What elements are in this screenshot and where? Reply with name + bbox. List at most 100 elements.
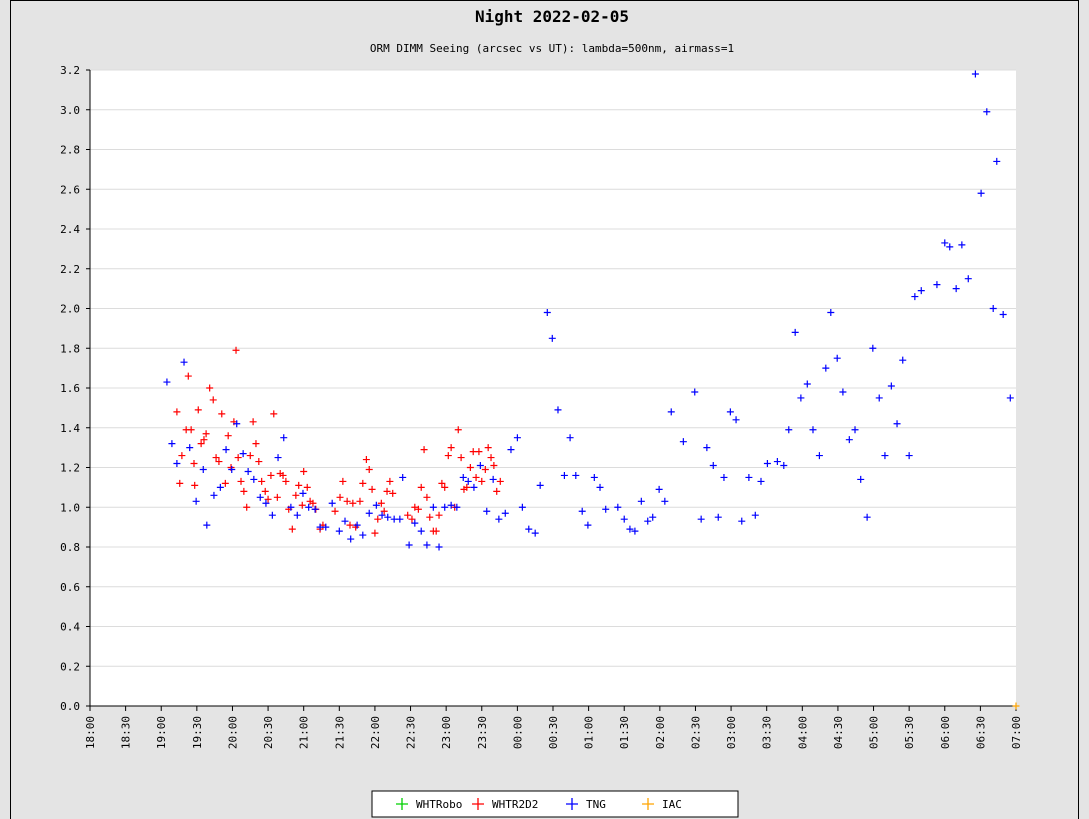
point [237,477,245,485]
point [383,487,391,495]
point [714,513,722,521]
point [163,378,171,386]
point [785,426,793,434]
point [380,507,388,515]
point [216,483,224,491]
x-tick-label: 20:30 [262,716,275,749]
point [180,358,188,366]
point [703,444,711,452]
point [495,515,503,523]
point [887,382,895,390]
point [773,458,781,466]
point [280,434,288,442]
point [483,507,491,515]
point [192,497,200,505]
point [267,471,275,479]
point [438,479,446,487]
point [614,503,622,511]
point [328,499,336,507]
point [435,543,443,551]
point [971,70,979,78]
point [893,420,901,428]
x-tick-label: 05:00 [868,716,881,749]
point [293,511,301,519]
point [246,452,254,460]
point [560,471,568,479]
point [566,434,574,442]
point [941,239,949,247]
point [199,465,207,473]
point [365,509,373,517]
point [305,503,313,511]
point [270,410,278,418]
point [476,462,484,470]
point [353,521,361,529]
point [336,493,344,501]
point [958,241,966,249]
point [453,503,461,511]
point [262,499,270,507]
point [399,473,407,481]
point [620,515,628,523]
point [362,456,370,464]
point [977,189,985,197]
x-tick-label: 03:00 [725,716,738,749]
point [720,473,728,481]
point [726,408,734,416]
point [287,503,295,511]
point [481,465,489,473]
axes: 0.0 0.2 0.4 0.6 0.8 1.0 1.2 1.4 1.6 1.8 2.0 2.2 2.4 2… [60,64,1023,749]
point [490,462,498,470]
point [311,505,319,513]
point [233,420,241,428]
point [295,481,303,489]
point [644,517,652,525]
legend-label: TNG [586,798,606,811]
point [264,495,272,503]
x-tick-label: 18:00 [84,716,97,749]
point [210,491,218,499]
point [797,394,805,402]
point [691,388,699,396]
point [222,446,230,454]
point [292,491,300,499]
point [372,501,380,509]
point [470,483,478,491]
point [780,462,788,470]
point [584,521,592,529]
point [655,485,663,493]
point [206,384,214,392]
point [791,328,799,336]
point [405,541,413,549]
point [168,440,176,448]
point [384,513,392,521]
point [386,477,394,485]
point [548,334,556,342]
x-tick-label: 03:30 [761,716,774,749]
point [190,460,198,468]
point [596,483,604,491]
point [933,281,941,289]
point [274,454,282,462]
x-tick-label: 01:00 [583,716,596,749]
point [221,479,229,487]
point [441,503,449,511]
point [999,310,1007,318]
point [234,454,242,462]
point [249,418,257,426]
point [239,450,247,458]
point [464,477,472,485]
point [1012,702,1020,710]
point [343,497,351,505]
point [745,473,753,481]
point [572,471,580,479]
point [250,475,258,483]
point [309,499,317,507]
point [423,493,431,501]
point [256,493,264,501]
point [899,356,907,364]
y-tick-label: 1.4 [60,422,80,435]
point [365,465,373,473]
point [255,458,263,466]
x-tick-label: 19:00 [155,716,168,749]
